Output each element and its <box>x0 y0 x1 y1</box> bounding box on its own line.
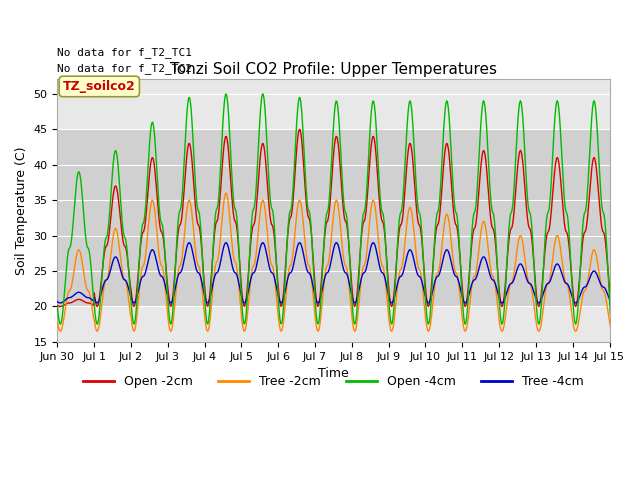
Title: Tonzi Soil CO2 Profile: Upper Temperatures: Tonzi Soil CO2 Profile: Upper Temperatur… <box>170 62 497 77</box>
Text: No data for f_T2_TC2: No data for f_T2_TC2 <box>58 63 193 74</box>
X-axis label: Time: Time <box>318 367 349 380</box>
Legend: Open -2cm, Tree -2cm, Open -4cm, Tree -4cm: Open -2cm, Tree -2cm, Open -4cm, Tree -4… <box>78 371 589 394</box>
Y-axis label: Soil Temperature (C): Soil Temperature (C) <box>15 146 28 275</box>
Text: TZ_soilco2: TZ_soilco2 <box>63 80 136 93</box>
Bar <box>58 129 609 306</box>
Text: No data for f_T2_TC1: No data for f_T2_TC1 <box>58 48 193 59</box>
